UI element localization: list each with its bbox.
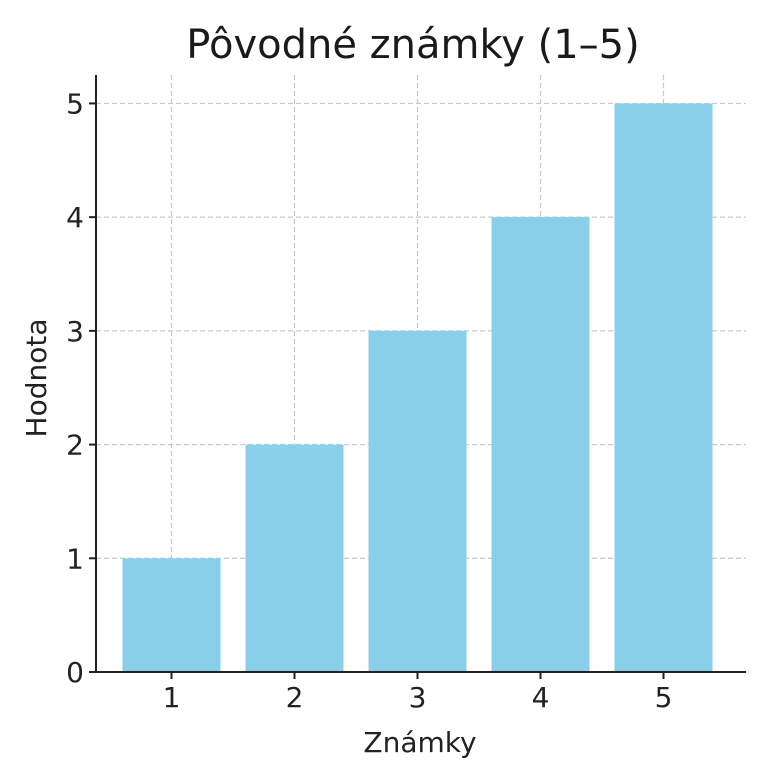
x-tick-label: 2 (286, 681, 304, 714)
y-tick-label: 0 (66, 656, 84, 689)
bar (614, 103, 713, 672)
x-axis-label: Známky (363, 726, 476, 759)
chart-title: Pôvodné známky (1–5) (186, 22, 639, 68)
x-tick-label: 5 (655, 681, 673, 714)
bar (245, 444, 344, 672)
x-tick-label: 1 (163, 681, 181, 714)
x-tick-label: 3 (409, 681, 427, 714)
axes: 0 1 2 3 4 5 1 2 3 4 5 (66, 75, 746, 714)
y-axis-label: Hodnota (20, 319, 53, 438)
y-tick-label: 4 (66, 201, 84, 234)
x-tick-label: 4 (532, 681, 550, 714)
bars (122, 103, 713, 672)
bar (368, 330, 467, 672)
y-tick-label: 2 (66, 429, 84, 462)
y-tick-label: 5 (66, 87, 84, 120)
y-tick-label: 1 (66, 542, 84, 575)
bar (122, 558, 221, 672)
bar (491, 217, 590, 672)
y-tick-label: 3 (66, 315, 84, 348)
